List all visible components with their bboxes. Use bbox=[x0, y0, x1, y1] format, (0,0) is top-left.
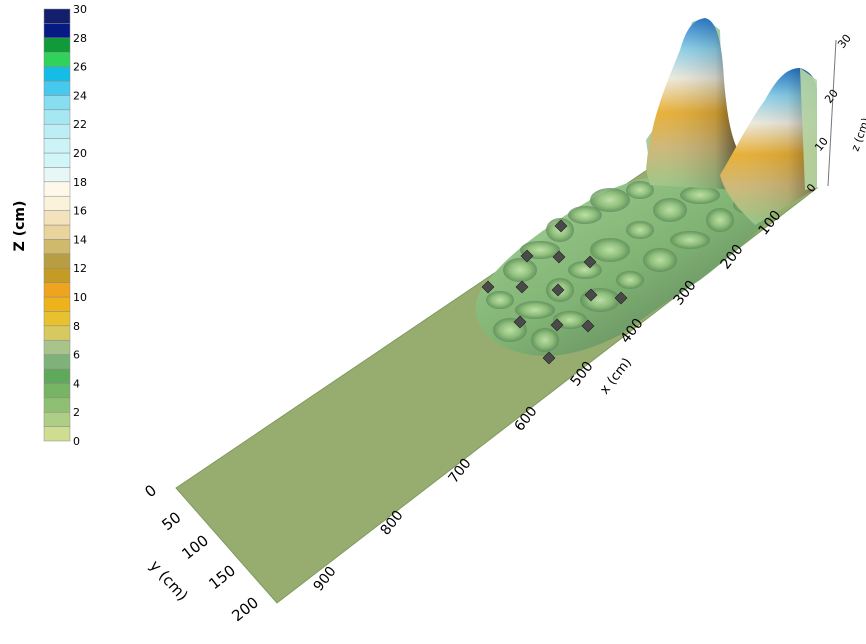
colorbar-swatch bbox=[43, 138, 71, 154]
colorbar-tick-label: 20 bbox=[73, 147, 87, 160]
colorbar-swatch bbox=[43, 253, 71, 269]
colorbar-swatch bbox=[43, 210, 71, 226]
marker bbox=[584, 288, 598, 302]
scour-bump bbox=[568, 261, 602, 279]
colorbar-swatch bbox=[43, 8, 71, 24]
colorbar-tick-label: 22 bbox=[73, 118, 87, 131]
colorbar-swatch bbox=[43, 23, 71, 39]
colorbar-tick-label: 0 bbox=[73, 435, 80, 448]
marker bbox=[551, 283, 565, 297]
colorbar-swatch bbox=[43, 411, 71, 427]
colorbar-tick-label: 10 bbox=[73, 291, 87, 304]
colorbar-swatch bbox=[43, 167, 71, 183]
scour-bump bbox=[706, 208, 734, 232]
peak-rear-shade bbox=[646, 18, 745, 190]
colorbar-swatch bbox=[43, 325, 71, 341]
colorbar-swatch bbox=[43, 397, 71, 413]
marker bbox=[481, 280, 495, 294]
colorbar-swatch bbox=[43, 195, 71, 211]
colorbar-swatch bbox=[43, 224, 71, 240]
colorbar-swatch bbox=[43, 152, 71, 168]
colorbar-tick-label: 2 bbox=[73, 406, 80, 419]
y-tick-label: 50 bbox=[158, 508, 184, 534]
colorbar-swatch bbox=[43, 37, 71, 53]
colorbar-swatch bbox=[43, 123, 71, 139]
scour-bumps bbox=[486, 181, 767, 352]
peak-front-side bbox=[800, 68, 817, 190]
colorbar-tick-label: 18 bbox=[73, 176, 87, 189]
colorbar-swatch bbox=[43, 282, 71, 298]
colorbar-tick-label: 24 bbox=[73, 89, 87, 102]
colorbar-swatch bbox=[43, 267, 71, 283]
colorbar-swatch bbox=[43, 181, 71, 197]
colorbar-swatch bbox=[43, 51, 71, 67]
scour-bump bbox=[626, 181, 654, 199]
scour-bump bbox=[626, 221, 654, 239]
colorbar-swatch bbox=[43, 95, 71, 111]
marker bbox=[550, 318, 564, 332]
colorbar-swatch bbox=[43, 80, 71, 96]
z-axis-line bbox=[827, 39, 837, 187]
z-tick-label: 30 bbox=[835, 32, 854, 51]
scour-bump bbox=[590, 188, 630, 212]
scour-bump bbox=[531, 328, 559, 352]
colorbar-swatch bbox=[43, 426, 71, 442]
scour-bump bbox=[503, 258, 537, 282]
colorbar-swatch bbox=[43, 354, 71, 370]
y-tick-label: 150 bbox=[205, 561, 239, 593]
colorbar-tick-label: 6 bbox=[73, 349, 80, 362]
colorbar-tick-label: 8 bbox=[73, 320, 80, 333]
z-tick-label: 20 bbox=[822, 87, 841, 106]
marker bbox=[515, 280, 529, 294]
colorbar-swatch bbox=[43, 296, 71, 312]
y-tick-label: 0 bbox=[141, 481, 160, 501]
marker bbox=[554, 219, 568, 233]
colorbar-title: Z (cm) bbox=[12, 201, 28, 252]
y-axis-label: y (cm) bbox=[146, 557, 192, 605]
scour-bump bbox=[643, 248, 677, 272]
scour-bump bbox=[515, 301, 555, 319]
scour-bump bbox=[680, 186, 720, 204]
marker bbox=[583, 255, 597, 269]
marker bbox=[581, 319, 595, 333]
colorbar-tick-label: 16 bbox=[73, 205, 87, 218]
peak-front-shade bbox=[720, 68, 817, 225]
colorbar-tick-label: 28 bbox=[73, 32, 87, 45]
marker bbox=[513, 315, 527, 329]
colorbar-swatch bbox=[43, 66, 71, 82]
marker bbox=[520, 249, 534, 263]
y-tick-label: 200 bbox=[228, 593, 262, 625]
colorbar-tick-label: 30 bbox=[73, 3, 87, 16]
colorbar-tick-label: 4 bbox=[73, 377, 80, 390]
scour-bump bbox=[670, 231, 710, 249]
marker bbox=[614, 291, 628, 305]
scour-bump bbox=[653, 198, 687, 222]
marker bbox=[542, 351, 556, 365]
scour-bump bbox=[590, 238, 630, 262]
marker bbox=[552, 250, 566, 264]
scour-bump bbox=[568, 206, 602, 224]
y-tick-label: 100 bbox=[178, 531, 212, 563]
colorbar-swatch bbox=[43, 311, 71, 327]
colorbar-swatch bbox=[43, 339, 71, 355]
colorbar-tick-label: 14 bbox=[73, 233, 87, 246]
colorbar-swatch bbox=[43, 368, 71, 384]
scour-bump bbox=[580, 288, 620, 312]
colorbar-tick-label: 26 bbox=[73, 61, 87, 74]
colorbar-swatch bbox=[43, 239, 71, 255]
markers bbox=[481, 219, 628, 365]
z-axis-label: z (cm) bbox=[849, 116, 866, 153]
colorbar-tick-label: 12 bbox=[73, 262, 87, 275]
scour-bump bbox=[486, 291, 514, 309]
colorbar-swatch bbox=[43, 383, 71, 399]
scour-bump bbox=[616, 271, 644, 289]
colorbar-swatch bbox=[43, 109, 71, 125]
x-axis-label: x (cm) bbox=[597, 355, 635, 397]
